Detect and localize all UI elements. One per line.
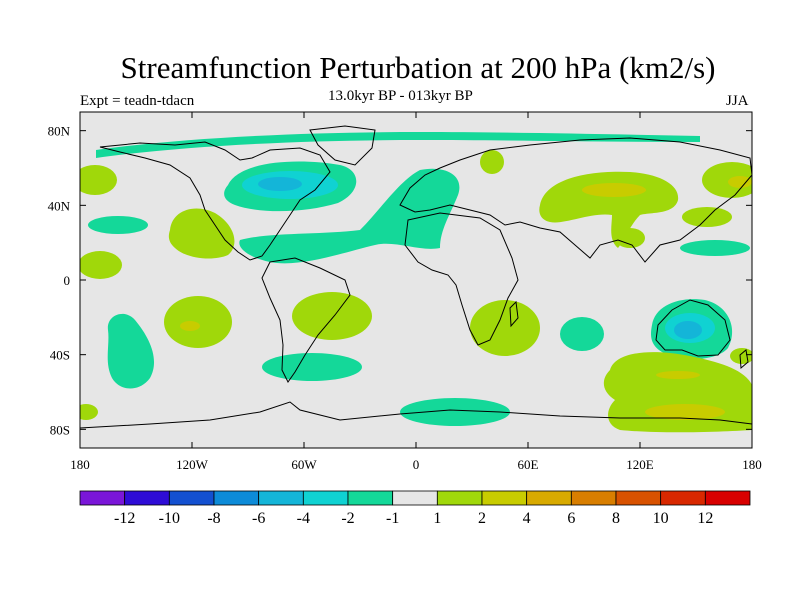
coast-new-zealand: [739, 349, 749, 370]
colorbar-swatch: [481, 490, 528, 506]
pos-region-arctic: [480, 150, 504, 174]
colorbar-label: 1: [433, 510, 441, 527]
colorbar-label: -6: [252, 510, 265, 527]
colorbar-label: -1: [386, 510, 399, 527]
neg-region-southern-atlantic: [400, 398, 510, 426]
x-tick-label: 0: [413, 457, 420, 472]
colorbar-swatch: [570, 490, 617, 506]
colorbar-label: 2: [478, 510, 486, 527]
colorbar-label: -10: [159, 510, 180, 527]
colorbar-label: -4: [297, 510, 310, 527]
coast-north-america: [99, 141, 331, 261]
x-tick-label: 60W: [291, 457, 317, 472]
coast-antarctica: [80, 401, 752, 429]
x-tick-label: 120W: [176, 457, 209, 472]
pos-core-south-pacific: [180, 321, 200, 331]
coast-south-america: [261, 257, 351, 383]
pos-core-east-asia: [728, 176, 752, 188]
colorbar-swatch: [526, 490, 572, 506]
pos-region-pacific-tropics: [80, 251, 122, 279]
neg-region-indian-ocean: [560, 317, 604, 351]
y-tick-label: 0: [64, 273, 71, 288]
colorbar-label: -12: [114, 510, 135, 527]
colorbar-label: 10: [653, 510, 669, 527]
coast-australia: [655, 299, 731, 357]
colorbar-swatch: [436, 490, 483, 506]
pos-core-southern-ocean-1: [656, 371, 700, 379]
colorbar-swatch: [347, 490, 394, 506]
coast-madagascar: [509, 300, 519, 328]
x-tick-label: 60E: [518, 457, 539, 472]
chart-subtitle: 13.0kyr BP - 013kyr BP: [328, 88, 473, 104]
y-tick-label: 80N: [48, 124, 71, 139]
colorbar-label: 4: [523, 510, 531, 527]
pos-region-pacific-north: [80, 165, 117, 195]
season-label: JJA: [726, 93, 749, 109]
colorbar-label: -8: [207, 510, 220, 527]
colorbar-swatch: [124, 490, 170, 506]
pos-region-southern-ocean-sa: [292, 292, 372, 340]
chart-title: Streamfunction Perturbation at 200 hPa (…: [120, 50, 716, 85]
pos-core-asia: [582, 183, 646, 197]
neg-core2-north-america: [258, 177, 302, 191]
colorbar-swatch: [168, 490, 215, 506]
coast-eurasia: [399, 137, 752, 263]
colorbar-swatch: [660, 490, 706, 506]
pos-region-australia-south: [730, 348, 752, 364]
colorbar-swatch: [258, 490, 304, 506]
pos-region-south-pacific: [164, 296, 232, 348]
coastlines: [80, 125, 752, 429]
neg-region-south-america: [262, 353, 362, 381]
pos-region-antarctic-west: [80, 404, 98, 420]
coast-greenland: [309, 125, 376, 166]
colorbar-swatch: [302, 490, 349, 506]
colorbar-label: 8: [612, 510, 620, 527]
colorbar-swatch: [213, 490, 260, 506]
colorbar-label: 6: [567, 510, 575, 527]
pos-region-north-pacific-east: [168, 208, 235, 259]
pos-region-north-pacific: [682, 207, 732, 227]
colorbar-label: 12: [697, 510, 713, 527]
shading-layer: [80, 132, 752, 433]
pos-region-africa-east: [470, 300, 540, 356]
neg-region-west-pacific: [680, 240, 750, 256]
colorbar: -12 -10 -8 -6 -4 -2 -1 1 2 4 6 8 10 12: [79, 490, 751, 527]
y-tick-label: 80S: [50, 422, 70, 437]
x-axis: 180 120W 60W 0 60E 120E 180: [70, 112, 762, 472]
neg-region-atlantic-band: [239, 168, 460, 264]
experiment-label: Expt = teadn-tdacn: [80, 93, 195, 109]
x-tick-label: 120E: [626, 457, 654, 472]
colorbar-swatch: [392, 490, 438, 506]
pos-region-southeast-asia: [615, 228, 645, 248]
neg-region-arctic: [96, 132, 700, 158]
colorbar-swatch: [704, 490, 751, 506]
neg-region-south-pacific-west: [107, 313, 155, 389]
colorbar-swatch: [79, 490, 126, 506]
colorbar-swatch: [615, 490, 662, 506]
y-tick-label: 40S: [50, 348, 70, 363]
x-tick-label: 180: [70, 457, 90, 472]
colorbar-label: -2: [341, 510, 354, 527]
neg-core2-australia: [674, 321, 702, 339]
coast-africa: [404, 212, 519, 346]
x-tick-label: 180: [742, 457, 762, 472]
neg-region-pacific-west: [88, 216, 148, 234]
y-tick-label: 40N: [48, 198, 71, 213]
pos-core-southern-ocean-2: [645, 404, 725, 420]
y-axis: 80N 40N 0 40S 80S: [48, 124, 752, 437]
